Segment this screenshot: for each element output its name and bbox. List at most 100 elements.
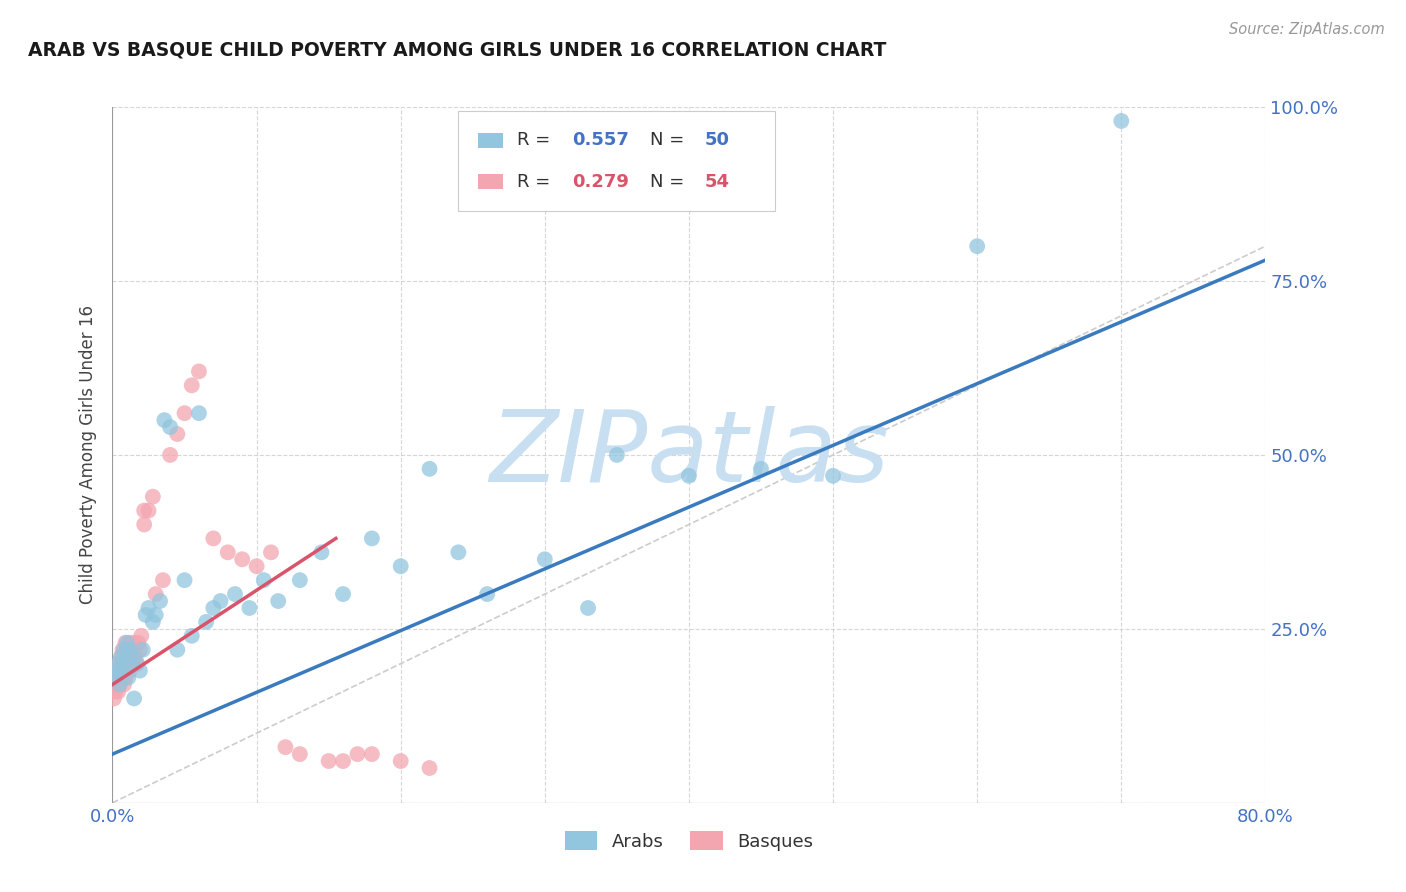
Point [114, 671, 136, 685]
Point [260, 545, 283, 559]
Point [111, 664, 134, 678]
Point [105, 664, 128, 678]
Point [110, 649, 132, 664]
Point [246, 559, 269, 574]
Point [120, 657, 142, 671]
Point [142, 490, 165, 504]
Text: 54: 54 [704, 173, 730, 191]
Point [108, 677, 131, 691]
Point [118, 642, 141, 657]
Point [111, 664, 134, 678]
Point [274, 740, 297, 755]
Point [202, 601, 225, 615]
Point [104, 684, 127, 698]
Point [127, 636, 149, 650]
Point [105, 677, 128, 691]
Point [111, 642, 134, 657]
Point [115, 642, 138, 657]
FancyBboxPatch shape [478, 174, 503, 189]
Point [125, 657, 148, 671]
Point [134, 503, 156, 517]
Point [110, 649, 132, 664]
Point [231, 552, 253, 566]
Point [1111, 114, 1133, 128]
Point [419, 462, 441, 476]
Point [188, 364, 211, 378]
Point [159, 420, 181, 434]
Point [166, 642, 188, 657]
Point [117, 649, 139, 664]
Point [288, 573, 311, 587]
Point [360, 532, 382, 546]
Point [103, 691, 125, 706]
Point [145, 587, 167, 601]
Point [238, 601, 260, 615]
Point [135, 607, 157, 622]
Point [110, 671, 132, 685]
Point [419, 761, 441, 775]
Point [389, 754, 412, 768]
Point [678, 468, 700, 483]
Point [966, 239, 988, 253]
Text: R =: R = [517, 173, 557, 191]
Point [122, 636, 145, 650]
FancyBboxPatch shape [478, 133, 503, 148]
Point [821, 468, 844, 483]
Point [115, 636, 138, 650]
Point [128, 642, 150, 657]
Point [346, 747, 368, 761]
Text: ZIPatlas: ZIPatlas [489, 407, 889, 503]
Point [749, 462, 772, 476]
Point [318, 754, 340, 768]
Point [117, 671, 139, 685]
Point [112, 642, 135, 657]
Point [253, 573, 276, 587]
Point [311, 545, 333, 559]
Point [267, 594, 290, 608]
Point [118, 664, 141, 678]
Point [121, 642, 143, 657]
Text: 50: 50 [704, 131, 730, 149]
Point [114, 636, 136, 650]
Point [122, 691, 145, 706]
Legend: Arabs, Basques: Arabs, Basques [555, 822, 823, 860]
Point [112, 657, 135, 671]
Point [104, 671, 127, 685]
Point [132, 642, 155, 657]
Point [112, 677, 135, 691]
Text: N =: N = [650, 131, 690, 149]
Text: ARAB VS BASQUE CHILD POVERTY AMONG GIRLS UNDER 16 CORRELATION CHART: ARAB VS BASQUE CHILD POVERTY AMONG GIRLS… [28, 40, 887, 59]
Point [173, 406, 195, 420]
Point [224, 587, 246, 601]
Point [138, 601, 160, 615]
Point [107, 664, 129, 678]
Point [217, 545, 239, 559]
FancyBboxPatch shape [458, 111, 776, 211]
Point [606, 448, 628, 462]
Point [173, 573, 195, 587]
Point [288, 747, 311, 761]
Point [108, 677, 131, 691]
Point [166, 427, 188, 442]
Point [108, 657, 131, 671]
Point [125, 657, 148, 671]
Point [180, 378, 202, 392]
Point [142, 615, 165, 629]
Point [360, 747, 382, 761]
Point [475, 587, 499, 601]
Point [129, 629, 153, 643]
Point [195, 615, 218, 629]
Point [202, 532, 225, 546]
Point [153, 413, 176, 427]
Point [117, 657, 139, 671]
Point [114, 657, 136, 671]
Point [145, 607, 167, 622]
Point [105, 671, 128, 685]
Point [128, 664, 150, 678]
Point [152, 573, 174, 587]
Point [134, 517, 156, 532]
Point [124, 649, 146, 664]
Point [107, 684, 129, 698]
Point [115, 664, 138, 678]
Point [389, 559, 412, 574]
